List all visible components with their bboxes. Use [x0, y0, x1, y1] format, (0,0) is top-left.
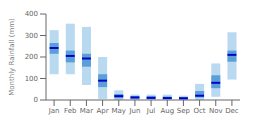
svg-text:Sep: Sep [177, 107, 191, 115]
svg-text:Oct: Oct [194, 107, 206, 115]
svg-text:Mar: Mar [80, 107, 93, 115]
svg-text:Aug: Aug [160, 107, 174, 115]
svg-text:400: 400 [25, 10, 38, 18]
svg-text:Monthly Rainfall (mm): Monthly Rainfall (mm) [8, 18, 16, 96]
svg-text:Dec: Dec [225, 107, 239, 115]
svg-text:200: 200 [25, 53, 38, 61]
svg-text:May: May [112, 107, 126, 115]
svg-text:Jan: Jan [48, 107, 60, 115]
svg-text:Jun: Jun [128, 107, 140, 115]
svg-text:0: 0 [34, 96, 38, 104]
svg-text:Jul: Jul [146, 107, 156, 115]
svg-text:100: 100 [25, 75, 38, 83]
svg-text:300: 300 [25, 32, 38, 40]
svg-text:Feb: Feb [64, 107, 77, 115]
svg-text:Apr: Apr [97, 107, 109, 115]
svg-text:Nov: Nov [209, 107, 223, 115]
